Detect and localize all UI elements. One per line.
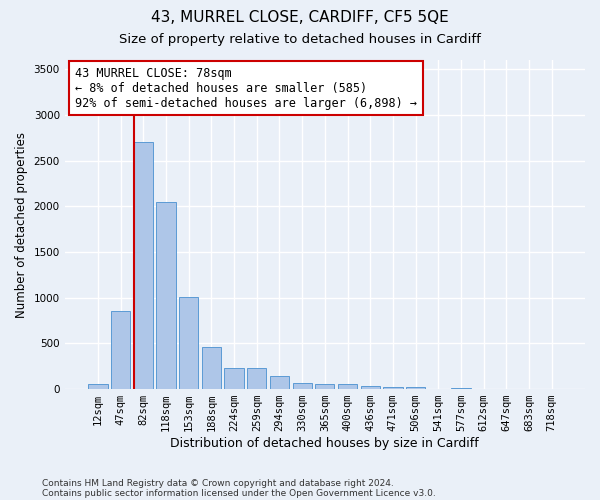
Bar xyxy=(338,384,357,389)
Bar xyxy=(451,388,470,389)
Bar xyxy=(88,384,107,389)
Bar xyxy=(293,382,312,389)
Bar xyxy=(315,384,334,389)
Bar xyxy=(406,388,425,389)
Y-axis label: Number of detached properties: Number of detached properties xyxy=(15,132,28,318)
Text: Contains public sector information licensed under the Open Government Licence v3: Contains public sector information licen… xyxy=(42,488,436,498)
Bar xyxy=(134,142,153,389)
Bar xyxy=(179,297,199,389)
Bar xyxy=(361,386,380,389)
Bar xyxy=(157,202,176,389)
Text: 43 MURREL CLOSE: 78sqm
← 8% of detached houses are smaller (585)
92% of semi-det: 43 MURREL CLOSE: 78sqm ← 8% of detached … xyxy=(75,66,417,110)
Text: Contains HM Land Registry data © Crown copyright and database right 2024.: Contains HM Land Registry data © Crown c… xyxy=(42,478,394,488)
Bar xyxy=(383,387,403,389)
Bar xyxy=(270,376,289,389)
Text: 43, MURREL CLOSE, CARDIFF, CF5 5QE: 43, MURREL CLOSE, CARDIFF, CF5 5QE xyxy=(151,10,449,25)
X-axis label: Distribution of detached houses by size in Cardiff: Distribution of detached houses by size … xyxy=(170,437,479,450)
Bar xyxy=(247,368,266,389)
Bar xyxy=(224,368,244,389)
Text: Size of property relative to detached houses in Cardiff: Size of property relative to detached ho… xyxy=(119,32,481,46)
Bar xyxy=(202,348,221,389)
Bar xyxy=(111,311,130,389)
